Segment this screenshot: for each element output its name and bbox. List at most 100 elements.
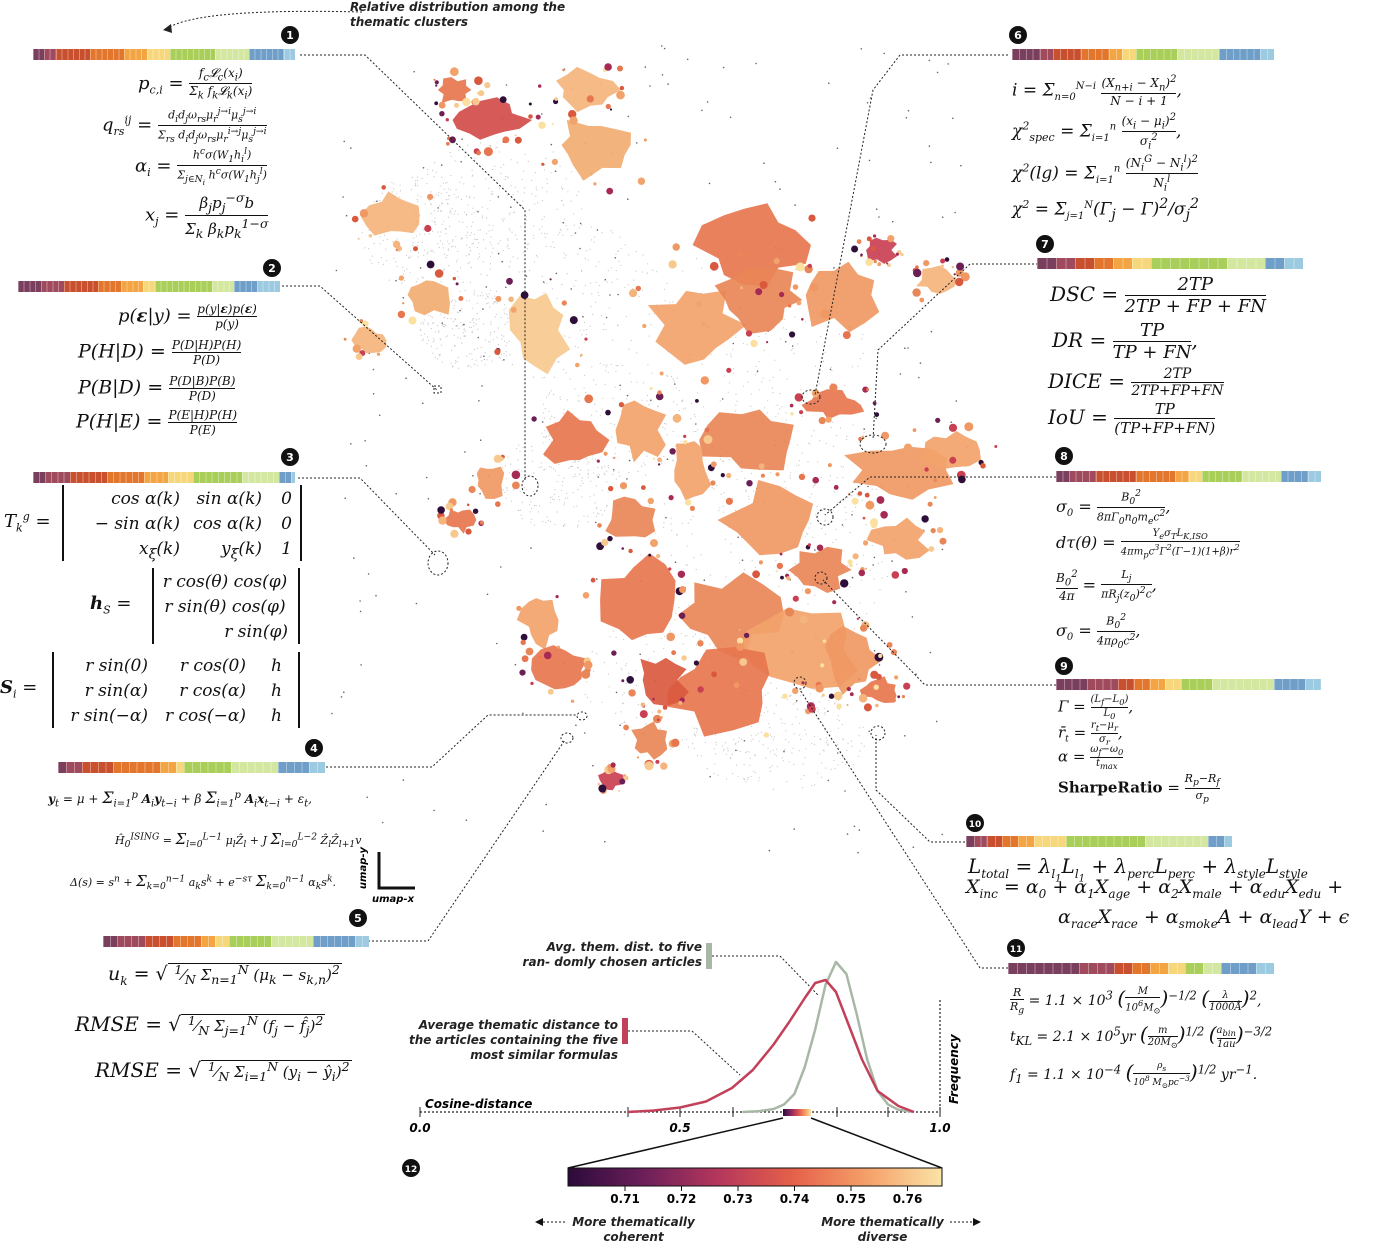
formula-11-2: tKL = 2.1 × 105yr (m 20M⊙)1/2 (abin 1au)−3… <box>1010 1022 1273 1050</box>
svg-text:7: 7 <box>1041 238 1049 251</box>
cluster-2-color-strip <box>18 281 280 292</box>
colorbar-tick-label-3: 0.74 <box>780 1192 810 1206</box>
svg-text:3: 3 <box>286 451 294 464</box>
formula-2-1: p(ε|y) = p(y|ε)p(ε) p(y) <box>118 302 257 331</box>
formula-4-1: yt = μ + Σi=1p Aiyt−i + β Σi=1p Aixt−i +… <box>48 788 312 810</box>
badge-3: 3 <box>281 448 299 466</box>
formula-9-1: Γ = (Lf−L0) L0, <box>1058 694 1134 721</box>
colorbar-gradient <box>567 1167 943 1187</box>
formula-6-4: χ2 = Σj=1N(Γj − Γ)2/σj2 <box>1012 196 1200 224</box>
badge-6: 6 <box>1009 26 1027 44</box>
formula-7-4: IoU = TP (TP+FP+FN) <box>1048 400 1216 437</box>
formula-5-3: RMSE = √ 1⁄N Σi=1N (yi − ŷi)2 <box>95 1058 352 1084</box>
series-formula-curve <box>627 978 915 1114</box>
cluster-8-color-strip <box>1056 471 1321 482</box>
distance-range-marker <box>783 1109 811 1116</box>
cluster-4-color-strip <box>58 762 325 773</box>
zoom-line-right <box>810 1117 943 1169</box>
umap-cluster-blobs <box>343 63 998 794</box>
formula-4-2: Ĥ0ISING = Σl=0L−1 μlẐl + J Σl=0L−2 ẐlẐl+… <box>115 830 362 851</box>
badge-9: 9 <box>1055 657 1073 675</box>
x-axis-label: Cosine-distance <box>425 1097 532 1111</box>
colorbar-left-label: More thematically coherent <box>572 1215 695 1241</box>
colorbar-tick-label-2: 0.73 <box>723 1192 753 1206</box>
umap-x-label: umap-x <box>372 894 415 905</box>
badge-4: 4 <box>305 739 323 757</box>
legend-red-text: Average thematic distance to the article… <box>409 1018 618 1062</box>
svg-text:10: 10 <box>969 820 982 830</box>
colorbar-tick-label-1: 0.72 <box>667 1192 697 1206</box>
badge-1: 1 <box>281 26 299 44</box>
colorbar-tick-label-5: 0.76 <box>893 1192 923 1206</box>
badge-8: 8 <box>1055 447 1073 465</box>
formula-2-4: P(H|E) = P(E|H)P(H) P(E) <box>76 408 238 437</box>
badge-12: 12 <box>402 1159 420 1177</box>
formula-7-2: DR = TP TP + FN, <box>1052 320 1198 363</box>
formula-9-3: α = ωf−ω0 tmax <box>1058 744 1124 771</box>
formula-6-1: i = Σn=0N−i (Xn+i − Xn)2 N − i + 1, <box>1012 74 1182 109</box>
formula-6-3: χ2(lg) = Σi=1n (NiG − Nil)2 Nil <box>1012 154 1198 194</box>
badge-7: 7 <box>1036 235 1054 253</box>
series-random-curve <box>742 960 915 1114</box>
cluster-6-color-strip <box>1012 49 1274 60</box>
formula-9-4: SharpeRatio = Rp−Rf σp <box>1058 772 1220 806</box>
colorbar-right-label: More thematically diverse <box>821 1215 944 1241</box>
colorbar-tick-label-4: 0.75 <box>836 1192 866 1206</box>
formula-8-3: B02 4π = Lj πRj(z0)2c, <box>1056 568 1157 605</box>
svg-text:11: 11 <box>1010 945 1023 955</box>
cluster-9-color-strip <box>1056 679 1321 690</box>
formula-6-2: χ2spec = Σi=1n (xi − μi)2 σi2, <box>1012 112 1182 152</box>
formula-2-3: P(B|D) = P(D|B)P(B) P(D) <box>78 374 236 403</box>
cluster-10-color-strip <box>966 836 1232 847</box>
formula-10-1: Ltotal = λl1Ll1 + λpercLperc + λstyleLst… <box>968 854 1308 885</box>
x-tick-label-2: 1.0 <box>929 1121 950 1135</box>
distribution-chart: 0.0 0.5 1.0 Cosine-distance Frequency <box>409 943 961 1169</box>
top-caption: Relative distribution among the thematic… <box>350 0 566 29</box>
svg-text:1: 1 <box>286 29 294 42</box>
svg-text:9: 9 <box>1060 660 1068 673</box>
formula-8-1: σ0 = B02 8πΓ0n0mec2, <box>1056 488 1171 527</box>
badge-11: 11 <box>1007 939 1025 957</box>
legend-gray-text: Avg. them. dist. to five ran- domly chos… <box>522 940 702 969</box>
formula-1-3: αi = hcσ(W1hil) Σj∈Ni hcσ(W1hjl) <box>135 146 267 187</box>
umap-axes-indicator <box>377 852 415 890</box>
formula-4-3: Δ(s) = sn + Σk=0n−1 aksk + e−sτ Σk=0n−1 … <box>70 872 337 893</box>
badge-2: 2 <box>263 259 281 277</box>
cluster-5-color-strip <box>103 936 369 947</box>
badge-10: 10 <box>966 814 984 832</box>
formula-7-1: DSC = 2TP 2TP + FP + FN <box>1050 274 1266 317</box>
colorbar: 0.71 0.72 0.73 0.74 0.75 0.76 <box>535 1167 981 1226</box>
formula-7-3: DICE = 2TP 2TP+FP+FN <box>1048 366 1224 399</box>
svg-text:5: 5 <box>354 912 362 925</box>
formula-11-1: R Rg = 1.1 × 103 (M 106M⊙)−1/2 (λ 1000Å)2, <box>1010 986 1262 1017</box>
x-tick-label-1: 0.5 <box>669 1121 690 1135</box>
formula-8-4: σ0 = B02 4πρ0c2, <box>1056 612 1141 651</box>
highlight-ellipses <box>427 385 887 744</box>
formula-5-2: RMSE = √ 1⁄N Σj=1N (fj − f̂j)2 <box>75 1012 326 1038</box>
formula-1-4: xj = βjpj−σb Σk βkpk1−σ <box>145 190 269 241</box>
formula-2-2: P(H|D) = P(D|H)P(H) P(D) <box>78 338 242 367</box>
formula-9-2: r̄t = rt−μr σr, <box>1058 720 1123 747</box>
svg-text:2: 2 <box>268 262 276 275</box>
formula-10-3: αraceXrace + αsmokeA + αleadY + ϵ <box>1058 906 1350 931</box>
badge-5: 5 <box>349 909 367 927</box>
colorbar-tick-label-0: 0.71 <box>610 1192 640 1206</box>
formula-10-2: Xinc = α0 + α1Xage + α2Xmale + αeduXedu … <box>966 876 1344 901</box>
y-axis-label: Frequency <box>947 1033 961 1104</box>
svg-text:8: 8 <box>1060 450 1068 463</box>
formula-8-2: dτ(θ) = YeσTLK,ISO 4πmpc3Γ2(Γ−1)(1+β)r2 <box>1056 528 1240 560</box>
formula-5-1: uk = √ 1⁄N Σn=1N (μk − sk,n)2 <box>108 962 342 988</box>
formula-1-1: pc,i = fc𝓛c(xi) Σk fk𝓛k(xi) <box>138 66 253 102</box>
cluster-3-color-strip <box>33 472 295 483</box>
svg-text:4: 4 <box>310 742 318 755</box>
cluster-11-color-strip <box>1008 963 1274 974</box>
x-tick-label-0: 0.0 <box>409 1121 430 1135</box>
formula-11-3: f1 = 1.1 × 10−4 (ρs 108 M⊙pc−3)1/2 yr−1. <box>1010 1060 1258 1090</box>
formula-1-2: qrsij = didjωrsμrj→iμsj→i Σrs didjωrsμri→… <box>102 106 267 145</box>
cluster-7-color-strip <box>1037 258 1303 269</box>
legend-gray-swatch <box>706 943 712 969</box>
cluster-1-color-strip <box>33 49 295 60</box>
